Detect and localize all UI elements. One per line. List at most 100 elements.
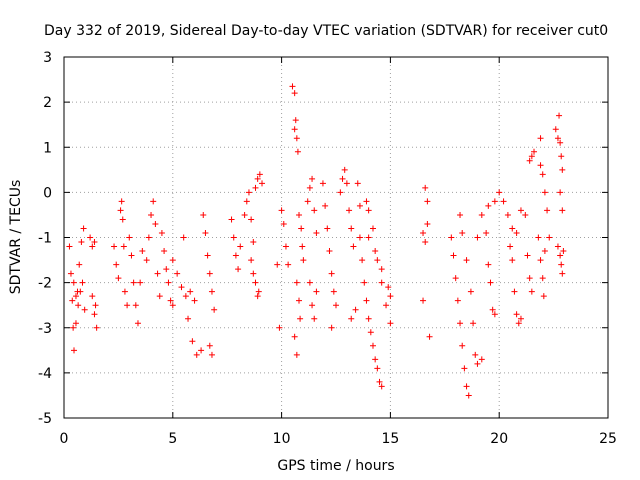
data-point bbox=[513, 229, 520, 236]
y-tick-label: -2 bbox=[38, 276, 52, 292]
data-point bbox=[121, 288, 128, 295]
data-point bbox=[278, 207, 285, 214]
y-tick-label: -3 bbox=[38, 321, 52, 337]
data-point bbox=[485, 261, 492, 268]
data-point bbox=[80, 225, 87, 232]
data-point bbox=[280, 220, 287, 227]
data-point bbox=[294, 148, 301, 155]
data-point bbox=[292, 117, 299, 124]
data-point bbox=[491, 198, 498, 205]
series-track-09 bbox=[200, 211, 218, 358]
data-point bbox=[504, 211, 511, 218]
data-point bbox=[517, 207, 524, 214]
data-point bbox=[383, 302, 390, 309]
series-track-30 bbox=[554, 243, 567, 277]
data-point bbox=[189, 338, 196, 345]
data-point bbox=[487, 279, 494, 286]
data-point bbox=[241, 211, 248, 218]
x-tick-label: 20 bbox=[490, 431, 508, 447]
grid bbox=[64, 57, 608, 418]
data-point bbox=[328, 270, 335, 277]
data-point bbox=[356, 234, 363, 241]
data-point bbox=[531, 148, 538, 155]
data-point bbox=[459, 342, 466, 349]
data-point bbox=[328, 324, 335, 331]
series-track-23 bbox=[457, 211, 485, 367]
data-point bbox=[558, 153, 565, 160]
data-point bbox=[474, 234, 481, 241]
data-point bbox=[252, 279, 259, 286]
data-point bbox=[187, 288, 194, 295]
data-point bbox=[374, 365, 381, 372]
data-point bbox=[75, 302, 82, 309]
data-point bbox=[374, 257, 381, 264]
data-point bbox=[117, 207, 124, 214]
data-point bbox=[554, 135, 561, 142]
data-point bbox=[387, 320, 394, 327]
data-point bbox=[91, 311, 98, 318]
data-point bbox=[454, 297, 461, 304]
data-point bbox=[326, 248, 333, 255]
data-point bbox=[154, 270, 161, 277]
data-point bbox=[461, 365, 468, 372]
data-point bbox=[341, 166, 348, 173]
series-track-24 bbox=[474, 202, 498, 318]
data-point bbox=[158, 229, 165, 236]
data-point bbox=[470, 320, 477, 327]
series-track-22 bbox=[448, 234, 472, 399]
series-track-04 bbox=[111, 198, 131, 309]
data-point bbox=[119, 216, 126, 223]
data-point bbox=[113, 261, 120, 268]
data-point bbox=[385, 284, 392, 291]
data-point bbox=[291, 90, 298, 97]
data-point bbox=[252, 184, 259, 191]
data-point bbox=[128, 252, 135, 259]
data-point bbox=[309, 302, 316, 309]
data-point bbox=[459, 229, 466, 236]
y-tick-label: 1 bbox=[43, 140, 52, 156]
data-point bbox=[115, 275, 122, 282]
data-point bbox=[248, 257, 255, 264]
data-point bbox=[343, 180, 350, 187]
data-point bbox=[299, 243, 306, 250]
data-point bbox=[537, 162, 544, 169]
data-point bbox=[560, 248, 567, 255]
data-point bbox=[306, 184, 313, 191]
y-tick-labels: 3 2 1 0 -1 -2 -3 -4 -5 bbox=[38, 50, 52, 427]
data-point bbox=[289, 83, 296, 90]
series-track-18 bbox=[356, 234, 385, 390]
data-point bbox=[228, 216, 235, 223]
data-point bbox=[87, 234, 94, 241]
data-point bbox=[426, 333, 433, 340]
series-track-08 bbox=[169, 234, 205, 358]
data-point bbox=[387, 293, 394, 300]
data-point bbox=[71, 347, 78, 354]
data-point bbox=[537, 257, 544, 264]
data-point bbox=[78, 239, 85, 246]
data-point bbox=[81, 306, 88, 313]
data-point bbox=[276, 324, 283, 331]
data-point bbox=[450, 252, 457, 259]
data-point bbox=[528, 288, 535, 295]
data-point bbox=[537, 135, 544, 142]
data-point bbox=[285, 261, 292, 268]
data-point bbox=[254, 293, 261, 300]
data-point bbox=[365, 207, 372, 214]
data-point bbox=[169, 302, 176, 309]
data-point bbox=[554, 243, 561, 250]
data-point bbox=[72, 320, 79, 327]
data-point bbox=[552, 126, 559, 133]
y-tick-label: -4 bbox=[38, 366, 52, 382]
chart-title: Day 332 of 2019, Sidereal Day-to-day VTE… bbox=[44, 23, 608, 39]
series-track-19 bbox=[363, 198, 394, 327]
series-track-16 bbox=[319, 180, 339, 331]
data-point bbox=[359, 257, 366, 264]
data-point bbox=[76, 261, 83, 268]
series-track-25 bbox=[491, 189, 524, 327]
data-point bbox=[111, 243, 118, 250]
data-point bbox=[515, 320, 522, 327]
series-track-01 bbox=[66, 225, 87, 354]
data-point bbox=[348, 315, 355, 322]
data-point bbox=[311, 207, 318, 214]
data-point bbox=[559, 207, 566, 214]
